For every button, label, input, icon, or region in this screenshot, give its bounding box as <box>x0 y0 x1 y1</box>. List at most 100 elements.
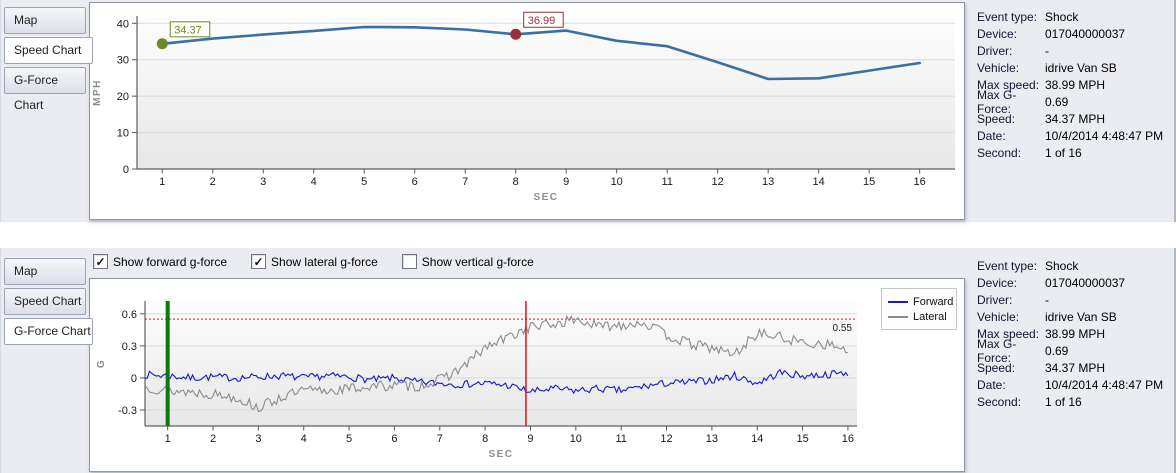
event-detail-row: Max G-Force: 0.69 <box>977 88 1173 116</box>
event-detail-value: 34.37 MPH <box>1045 360 1106 375</box>
svg-text:6: 6 <box>391 433 397 445</box>
event-detail-label: Max G-Force: <box>977 336 1017 365</box>
event-detail-row: Max speed: 38.99 MPH <box>977 325 1173 342</box>
svg-text:7: 7 <box>462 176 468 188</box>
lateral-line-swatch <box>888 315 908 318</box>
section-divider <box>0 222 1176 248</box>
top-tab-list: Map Speed Chart G-Force Chart <box>4 7 93 112</box>
event-detail-row: Date: 10/4/2014 4:48:47 PM <box>977 127 1173 144</box>
svg-text:0: 0 <box>131 373 137 385</box>
tab-item[interactable]: G-Force Chart <box>4 67 86 112</box>
event-detail-label: Second: <box>977 394 1022 409</box>
event-detail-label: Max speed: <box>977 326 1040 341</box>
event-detail-label: Second: <box>977 145 1022 160</box>
tab-item[interactable]: G-Force Chart <box>4 318 93 345</box>
svg-text:9: 9 <box>563 176 569 188</box>
checkbox-label: Show vertical g-force <box>421 254 534 269</box>
speed-chart: 0 10 20 30 40 1 2 3 4 5 6 7 8 9 10 11 12 13 14 15 16 SEC MPH 34… <box>89 2 965 220</box>
event-detail-row: Device: 017040000037 <box>977 25 1173 42</box>
gforce-checkbox[interactable]: ✓ Show forward g-force <box>93 254 227 269</box>
legend-label: Forward <box>913 295 954 308</box>
tab-item[interactable]: Speed Chart <box>4 288 86 315</box>
svg-text:SEC: SEC <box>488 449 513 460</box>
svg-text:0.3: 0.3 <box>122 341 137 353</box>
svg-text:1: 1 <box>165 433 171 445</box>
event-detail-label: Device: <box>977 275 1018 290</box>
event-detail-row: Vehicle: idrive Van SB <box>977 59 1173 76</box>
tab-item[interactable]: Map <box>4 258 86 285</box>
svg-text:5: 5 <box>361 176 367 188</box>
event-detail-value: 0.69 <box>1045 343 1069 358</box>
event-detail-value: 017040000037 <box>1045 26 1126 41</box>
event-detail-row: Event type: Shock <box>977 8 1173 25</box>
svg-text:0: 0 <box>123 164 129 176</box>
tab-label: Map <box>14 13 38 27</box>
tab-item[interactable]: Speed Chart <box>4 37 93 64</box>
svg-text:G: G <box>96 359 107 368</box>
event-detail-value: 34.37 MPH <box>1045 111 1106 126</box>
gforce-chart-section: Map Speed Chart G-Force Chart ✓ Show for… <box>0 248 1176 473</box>
event-detail-value: 1 of 16 <box>1045 394 1082 409</box>
event-details-panel: Event type: Shock Device: 017040000037 D… <box>977 8 1173 161</box>
event-detail-label: Max speed: <box>977 77 1040 92</box>
svg-text:15: 15 <box>796 433 808 445</box>
svg-text:30: 30 <box>117 55 129 67</box>
svg-text:0.6: 0.6 <box>122 309 137 321</box>
svg-text:15: 15 <box>863 176 875 188</box>
tab-item[interactable]: Map <box>4 7 86 34</box>
event-detail-value: Shock <box>1045 9 1079 24</box>
event-detail-value: 10/4/2014 4:48:47 PM <box>1045 377 1164 392</box>
event-detail-value: 10/4/2014 4:48:47 PM <box>1045 128 1164 143</box>
svg-text:5: 5 <box>346 433 352 445</box>
event-detail-row: Speed: 34.37 MPH <box>977 359 1173 376</box>
event-detail-label: Driver: <box>977 292 1013 307</box>
event-detail-value: idrive Van SB <box>1045 309 1117 324</box>
svg-text:3: 3 <box>260 176 266 188</box>
svg-text:16: 16 <box>914 176 926 188</box>
event-detail-label: Vehicle: <box>977 309 1020 324</box>
legend-item-lateral: Lateral <box>888 309 950 324</box>
event-detail-label: Device: <box>977 26 1018 41</box>
gforce-chart: -0.3 0 0.3 0.6 1 2 3 4 5 6 7 8 9 10 11 12 13 14 15 16 SEC G 0.… <box>89 278 965 472</box>
gforce-checkbox[interactable]: Show vertical g-force <box>401 254 534 269</box>
svg-text:20: 20 <box>117 91 129 103</box>
checkbox-icon[interactable] <box>401 254 417 269</box>
event-detail-label: Speed: <box>977 111 1016 126</box>
speed-chart-section: Map Speed Chart G-Force Chart 0 10 20 30 40 1… <box>0 0 1176 222</box>
event-detail-row: Driver: - <box>977 291 1173 308</box>
event-detail-label: Driver: <box>977 43 1013 58</box>
event-detail-value: 1 of 16 <box>1045 145 1082 160</box>
checkbox-label: Show forward g-force <box>113 254 228 269</box>
svg-text:40: 40 <box>117 18 129 30</box>
event-detail-value: Shock <box>1045 258 1079 273</box>
checkbox-icon[interactable]: ✓ <box>251 254 267 269</box>
event-detail-value: - <box>1045 292 1049 307</box>
tab-label: Speed Chart <box>14 43 82 57</box>
event-detail-value: - <box>1045 43 1049 58</box>
svg-text:14: 14 <box>751 433 763 445</box>
svg-text:8: 8 <box>482 433 488 445</box>
svg-text:3: 3 <box>255 433 261 445</box>
checkbox-label: Show lateral g-force <box>271 254 378 269</box>
event-detail-value: 38.99 MPH <box>1045 326 1106 341</box>
gforce-checkbox[interactable]: ✓ Show lateral g-force <box>251 254 378 269</box>
svg-text:4: 4 <box>301 433 307 445</box>
svg-text:16: 16 <box>842 433 854 445</box>
svg-text:0.55: 0.55 <box>833 323 853 334</box>
checkbox-icon[interactable]: ✓ <box>93 254 108 269</box>
tab-label: G-Force Chart <box>14 73 59 112</box>
svg-text:13: 13 <box>706 433 718 445</box>
event-detail-label: Event type: <box>977 258 1038 273</box>
legend-item-forward: Forward <box>888 294 954 309</box>
event-detail-label: Event type: <box>977 9 1038 24</box>
svg-text:MPH: MPH <box>92 79 103 106</box>
svg-text:10: 10 <box>570 433 582 445</box>
event-detail-row: Second: 1 of 16 <box>977 393 1173 410</box>
event-detail-row: Speed: 34.37 MPH <box>977 110 1173 127</box>
event-detail-label: Speed: <box>977 360 1016 375</box>
event-detail-value: 38.99 MPH <box>1045 77 1106 92</box>
svg-text:12: 12 <box>712 176 724 188</box>
svg-text:10: 10 <box>611 176 623 188</box>
svg-text:34.37: 34.37 <box>174 24 202 36</box>
